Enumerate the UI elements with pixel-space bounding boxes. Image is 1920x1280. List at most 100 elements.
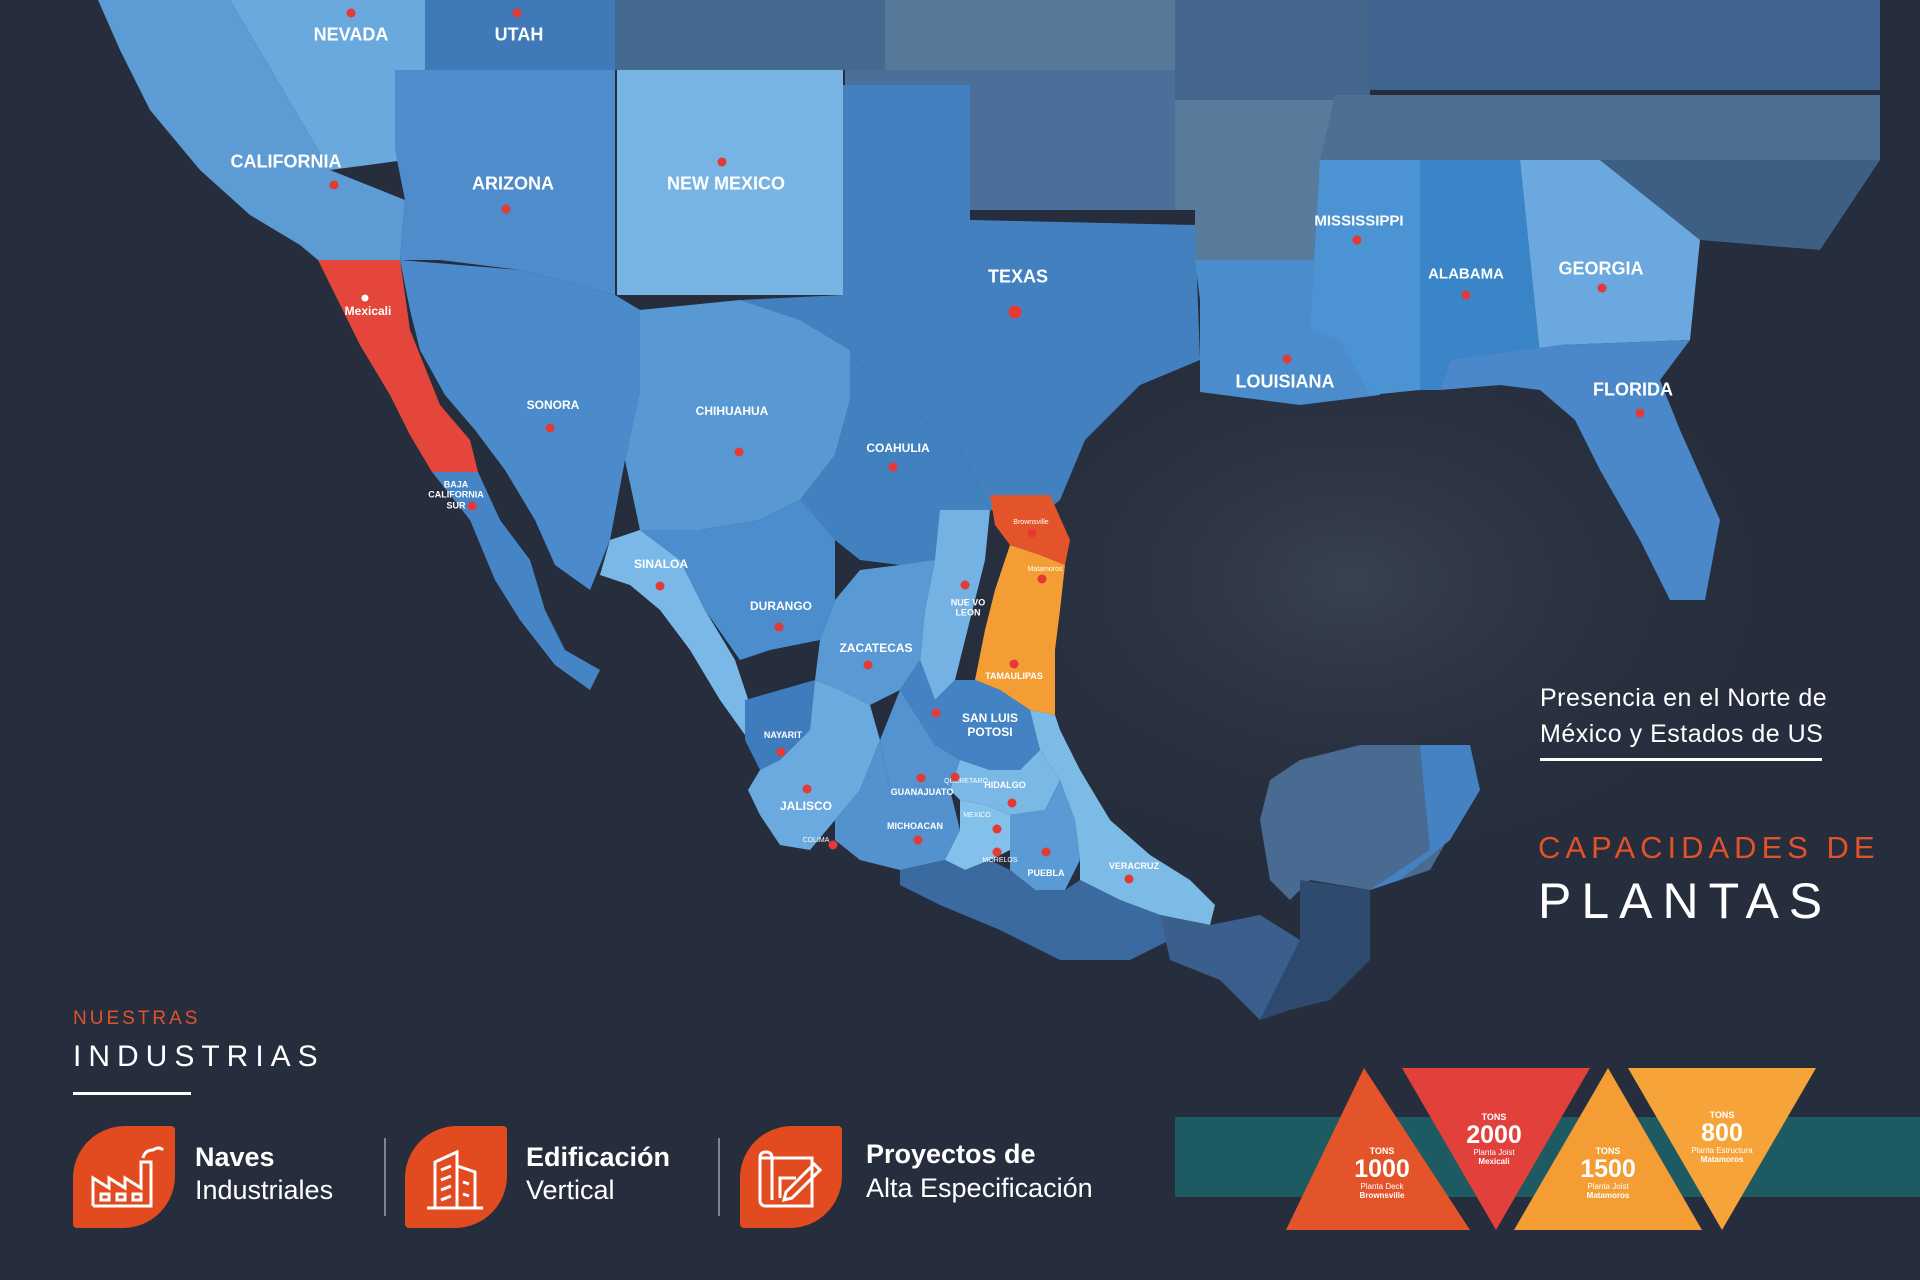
state-florida — [1440, 340, 1720, 600]
state-marker-guanajuato — [916, 773, 926, 783]
building-icon — [405, 1126, 507, 1228]
state-label-jalisco: JALISCO — [779, 799, 833, 814]
state-label-nayarit: NAYARIT — [763, 729, 803, 740]
state-label-michoacan: MICHOACAN — [887, 820, 943, 831]
state-label-queretaro: QUERETARO — [944, 777, 988, 785]
state-marker-arizona — [501, 204, 511, 214]
state-marker-zacatecas — [863, 660, 873, 670]
state-label-alabama: ALABAMA — [1428, 265, 1504, 283]
state-label-hidalgo: HIDALGO — [984, 779, 1026, 790]
state-label-utah: UTAH — [494, 24, 544, 45]
state-california — [98, 0, 405, 260]
triangle-mexicali — [1402, 1068, 1590, 1230]
capacity-mexicali: TONS 2000 Planta Joist Mexicali — [1466, 1112, 1522, 1166]
state-label-durango: DURANGO — [750, 599, 812, 614]
state-marker-hidalgo — [1007, 798, 1017, 808]
state-label-puebla: PUEBLA — [1027, 867, 1065, 878]
plant-label-mexicali: Mexicali — [344, 304, 392, 319]
triangle-matamoros-structure — [1628, 1068, 1816, 1230]
state-san-luis-potosi — [900, 660, 1040, 770]
state-tamaulipas — [975, 545, 1065, 715]
capacity-4-city: Matamoros — [1700, 1155, 1744, 1164]
state-marker-jalisco — [802, 784, 812, 794]
state-zacatecas — [815, 560, 935, 705]
state-marker-sinaloa — [655, 581, 665, 591]
capacity-matamoros-structure: TONS 800 Planta Estructura Matamoros — [1691, 1110, 1752, 1164]
capacity-2-value: 2000 — [1466, 1121, 1522, 1149]
capacity-1-value: 1000 — [1354, 1155, 1410, 1183]
triangle-brownsville — [1286, 1068, 1470, 1230]
state-label-veracruz: VERACRUZ — [1108, 860, 1160, 871]
capacity-matamoros-joist: TONS 1500 Planta Joist Matamoros — [1580, 1146, 1636, 1200]
state-marker-nayarit — [776, 747, 786, 757]
state-colorado — [615, 0, 885, 70]
state-label-georgia: GEORGIA — [1558, 258, 1644, 279]
state-marker-chihuahua — [734, 447, 744, 457]
state-marker-texas — [1008, 305, 1022, 319]
state-guerrero-oaxaca — [900, 860, 1170, 960]
state-marker-puebla — [1041, 847, 1051, 857]
state-label-mexico: MEXICO — [963, 811, 991, 819]
state-new-mexico — [617, 70, 843, 295]
state-marker-san-luis-potosi — [931, 708, 941, 718]
state-quintana-roo — [1370, 745, 1480, 890]
industries-underline — [73, 1092, 191, 1095]
capacity-4-value: 800 — [1701, 1119, 1743, 1147]
state-label-nue-vo-leon: NUE VO LEON — [950, 597, 986, 618]
state-marker-nue-vo-leon — [960, 580, 970, 590]
state-label-mississippi: MISSISSIPPI — [1314, 212, 1404, 230]
state-texas — [740, 85, 1200, 520]
state-marker-baja-california-sur — [467, 501, 477, 511]
plant-marker-brownsville — [1027, 528, 1037, 538]
state-missouri — [1175, 0, 1370, 100]
state-label-baja-california-sur: BAJA CALIFORNIA SUR — [428, 479, 484, 511]
capacity-1-city: Brownsville — [1359, 1191, 1405, 1200]
state-label-chihuahua: CHIHUAHUA — [695, 404, 769, 419]
industries-separator-2 — [718, 1138, 720, 1216]
capacities-title-top: CAPACIDADES DE — [1538, 830, 1880, 865]
plant-label-matamoros: Matamoros — [1027, 565, 1063, 573]
state-georgia — [1520, 160, 1700, 355]
state-arizona — [395, 70, 615, 295]
plant-label-brownsville: Brownsville — [1013, 518, 1049, 526]
state-label-coahulia: COAHULIA — [866, 441, 930, 456]
state-chihuahua — [625, 300, 850, 530]
state-kansas — [885, 0, 1175, 70]
state-marker-mississippi — [1352, 235, 1362, 245]
capacity-2-city: Mexicali — [1478, 1157, 1510, 1166]
state-label-sonora: SONORA — [526, 398, 580, 413]
state-nevada — [230, 0, 425, 170]
state-label-texas: TEXAS — [987, 266, 1049, 287]
state-label-colima: COLIMA — [802, 836, 830, 844]
state-marker-california — [329, 180, 339, 190]
state-label-tamaulipas: TAMAULIPAS — [985, 670, 1043, 681]
state-marker-morelos — [992, 847, 1002, 857]
presence-line-2: México y Estados de US — [1540, 720, 1824, 748]
state-marker-queretaro — [950, 772, 960, 782]
state-nayarit — [745, 680, 815, 770]
capacity-2-plant: Planta Joist — [1473, 1148, 1515, 1157]
industry-2-subtitle: Vertical — [526, 1175, 615, 1205]
blueprint-icon — [740, 1126, 842, 1228]
state-guatemala — [1260, 880, 1370, 1020]
capacity-2-unit: TONS — [1481, 1112, 1507, 1122]
state-marker-coahulia — [888, 462, 898, 472]
presence-underline — [1540, 758, 1822, 761]
state-marker-louisiana — [1282, 354, 1292, 364]
state-baja-california-sur — [432, 472, 600, 690]
state-marker-sonora — [545, 423, 555, 433]
state-jalisco — [748, 680, 880, 850]
industries-title-top: NUESTRAS — [73, 1008, 201, 1029]
capacity-3-unit: TONS — [1595, 1146, 1621, 1156]
state-marker-florida — [1635, 408, 1645, 418]
state-marker-durango — [774, 622, 784, 632]
state-marker-new-mexico — [717, 157, 727, 167]
capacity-brownsville: TONS 1000 Planta Deck Brownsville — [1354, 1146, 1410, 1200]
industries-title-bottom: INDUSTRIAS — [73, 1040, 325, 1073]
state-label-san-luis-potosi: SAN LUIS POTOSI — [961, 711, 1019, 739]
state-label-sinaloa: SINALOA — [634, 557, 688, 572]
presence-line-1: Presencia en el Norte de — [1540, 684, 1828, 712]
state-utah — [425, 0, 615, 70]
